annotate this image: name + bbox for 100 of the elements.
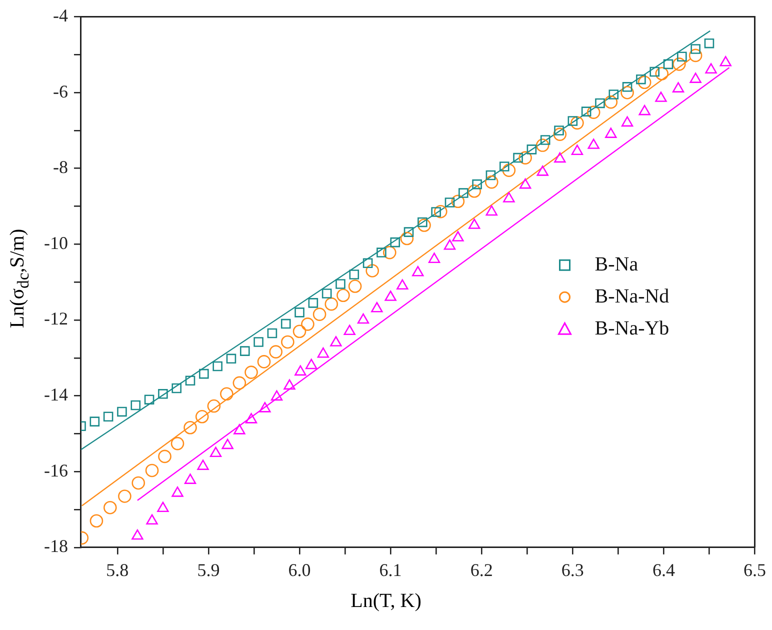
legend-label: B-Na-Nd <box>594 285 670 308</box>
point <box>269 345 282 358</box>
point <box>412 266 424 276</box>
point <box>270 390 283 401</box>
point <box>468 184 481 198</box>
point <box>197 460 209 470</box>
point <box>486 170 496 180</box>
point <box>540 135 550 145</box>
x-tick-label: 6.2 <box>470 560 493 580</box>
point <box>376 248 386 258</box>
point <box>663 59 674 70</box>
point <box>468 218 480 229</box>
point <box>349 270 360 280</box>
legend-label: B-Na <box>594 253 638 276</box>
point <box>212 361 222 372</box>
point <box>503 192 515 202</box>
point <box>672 58 686 71</box>
point <box>344 324 356 336</box>
point <box>672 82 684 92</box>
y-tick-label: -8 <box>52 157 68 178</box>
point <box>472 179 482 190</box>
point <box>312 308 326 321</box>
point <box>434 204 448 218</box>
point <box>396 279 408 290</box>
point <box>621 116 634 127</box>
point <box>240 346 250 356</box>
point <box>458 188 468 198</box>
point <box>226 354 236 364</box>
point <box>145 464 159 478</box>
point <box>677 52 687 62</box>
point <box>90 514 104 528</box>
point <box>620 86 634 100</box>
point <box>536 138 550 152</box>
point <box>330 336 342 346</box>
point <box>185 376 196 386</box>
point <box>257 355 271 368</box>
point <box>232 376 246 390</box>
point <box>301 318 314 331</box>
point <box>281 335 294 349</box>
point <box>284 379 296 390</box>
point <box>234 424 246 434</box>
point <box>384 290 396 301</box>
point <box>294 308 304 318</box>
x-axis-title: Ln(T, K) <box>350 590 422 613</box>
point <box>118 490 132 503</box>
point <box>132 529 144 540</box>
point <box>172 486 184 497</box>
y-tick-label: -10 <box>44 232 68 253</box>
point <box>382 246 396 260</box>
point <box>371 302 383 312</box>
point <box>513 152 523 163</box>
point <box>486 205 498 216</box>
point <box>400 232 414 246</box>
point <box>254 337 264 347</box>
point <box>146 514 158 525</box>
x-tick-label: 6.3 <box>561 560 584 580</box>
point <box>519 178 532 189</box>
point <box>404 227 414 237</box>
point <box>267 328 278 338</box>
y-tick-label: -16 <box>44 460 68 480</box>
point <box>418 218 431 232</box>
point <box>207 399 221 413</box>
point <box>536 166 548 176</box>
y-tick-label: -4 <box>52 6 68 26</box>
y-tick-label: -6 <box>52 81 68 102</box>
point <box>130 400 141 410</box>
point <box>622 82 632 92</box>
x-tick-label: 6.1 <box>379 560 402 580</box>
point <box>588 138 600 149</box>
point <box>586 106 600 119</box>
point <box>704 38 714 48</box>
point <box>390 237 400 248</box>
point <box>418 217 428 228</box>
point <box>158 389 168 399</box>
x-tick-label: 5.9 <box>197 560 220 580</box>
point <box>452 231 464 242</box>
point <box>571 144 584 155</box>
point <box>199 368 209 379</box>
point <box>317 347 330 358</box>
point <box>336 288 350 302</box>
point <box>184 474 196 484</box>
point <box>444 239 456 250</box>
y-tick-label: -12 <box>44 308 68 329</box>
point <box>638 76 652 90</box>
point <box>604 95 618 109</box>
point <box>690 72 702 83</box>
legend-label: B-Na-Yb <box>594 317 670 340</box>
point <box>655 92 667 102</box>
point <box>324 297 338 311</box>
point <box>170 436 184 450</box>
point <box>484 175 498 189</box>
point <box>336 279 346 289</box>
point <box>428 252 440 264</box>
point <box>605 128 617 138</box>
point <box>90 416 100 426</box>
point <box>157 502 169 512</box>
point <box>650 66 660 77</box>
point <box>144 394 154 404</box>
point <box>292 324 306 338</box>
x-tick-label: 6.5 <box>744 560 766 580</box>
